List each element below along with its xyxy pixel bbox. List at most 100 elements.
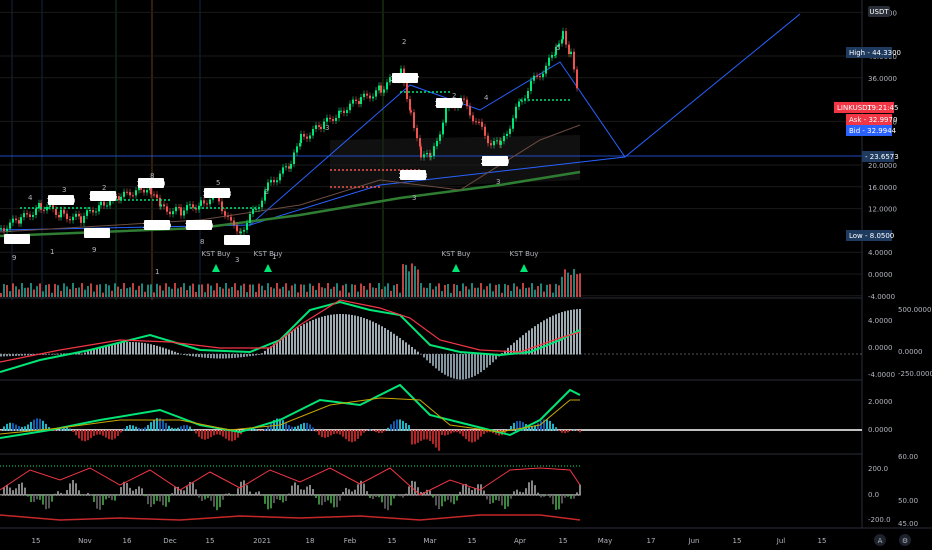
price-label: 20.8088 bbox=[399, 170, 428, 180]
wave-count: 8 bbox=[150, 172, 154, 180]
kst-buy-signal: KST Buy bbox=[254, 250, 283, 272]
svg-text:⚙: ⚙ bbox=[902, 537, 908, 545]
price-label: 11.2839 bbox=[143, 220, 171, 230]
time-tick: 16 bbox=[123, 537, 132, 545]
time-tick: 15 bbox=[818, 537, 827, 545]
price-tick: 36.0000 bbox=[868, 75, 897, 83]
ask-text: Ask - 32.9970 bbox=[849, 116, 897, 124]
time-tick: Dec bbox=[163, 537, 177, 545]
price-tick: 4.0000 bbox=[868, 249, 893, 257]
time-tick: Nov bbox=[78, 537, 92, 545]
price-label-text: 36.9307 bbox=[391, 75, 420, 83]
macd-tick: 4.0000 bbox=[868, 317, 893, 325]
kst-buy-label: KST Buy bbox=[442, 250, 471, 258]
ticker-time-text: 19:21:45 bbox=[867, 104, 898, 112]
kst-buy-label: KST Buy bbox=[510, 250, 539, 258]
price-label-text: 12.9500 bbox=[47, 197, 76, 205]
wave-count: 3 bbox=[412, 194, 416, 202]
time-tick: Jun bbox=[688, 537, 700, 545]
price-label-text: 32.0000 bbox=[435, 100, 464, 108]
wave-count: 9 bbox=[92, 246, 96, 254]
time-tick: 17 bbox=[647, 537, 656, 545]
price-label: 32.0000 bbox=[435, 98, 464, 108]
macd-tick: 0.0000 bbox=[898, 348, 923, 356]
osc-tick: 0.0000 bbox=[868, 426, 893, 434]
price-label-text: 14.5038 bbox=[203, 190, 232, 198]
rsi-tick: 50.00 bbox=[898, 497, 918, 505]
time-tick: 15 bbox=[388, 537, 397, 545]
price-label-text: 23.6100 bbox=[481, 158, 510, 166]
lower-trend-line bbox=[0, 156, 626, 231]
time-tick: 15 bbox=[468, 537, 477, 545]
wave-count: 3 bbox=[62, 186, 66, 194]
wave-count: 4 bbox=[28, 194, 33, 202]
macd-tick: 0.0000 bbox=[868, 344, 893, 352]
time-tick: May bbox=[598, 537, 612, 545]
wave-count: 1 bbox=[155, 268, 159, 276]
wave-count: 3 bbox=[325, 124, 329, 132]
time-tick: 18 bbox=[306, 537, 315, 545]
price-label: 13.5956 bbox=[89, 191, 118, 201]
price-label: 8.0500 bbox=[224, 235, 250, 245]
wave-count: 1 bbox=[50, 248, 54, 256]
high-tag: High - 44.3300 bbox=[846, 47, 901, 58]
rsi-tick: 45.00 bbox=[898, 520, 918, 528]
settings-icon[interactable]: ⚙ bbox=[899, 534, 911, 546]
macd-tick: -250.0000 bbox=[898, 370, 932, 378]
time-tick: 15 bbox=[32, 537, 41, 545]
bid-tag: Bid - 32.9944 bbox=[846, 125, 897, 136]
price-label: 14.5038 bbox=[203, 188, 232, 198]
rsi-pane[interactable] bbox=[0, 465, 581, 521]
shaded-zone bbox=[330, 135, 580, 190]
price-label: 11.4300 bbox=[185, 220, 213, 230]
price-label-text: 8.0500 bbox=[225, 237, 250, 245]
osc-tick: 2.0000 bbox=[868, 398, 893, 406]
log-scale-icon[interactable]: A bbox=[874, 534, 886, 546]
low-tag-text: Low - 8.0500 bbox=[849, 232, 894, 240]
symbol-badge-text: USDT bbox=[869, 8, 889, 16]
rsi-tick: 0.0 bbox=[868, 491, 879, 499]
price-label: 36.9307 bbox=[391, 73, 420, 83]
wave-count: 3 bbox=[235, 256, 239, 264]
wave-count: 2 bbox=[102, 184, 106, 192]
time-tick: Jul bbox=[776, 537, 786, 545]
wave-count: 5 bbox=[556, 44, 560, 52]
price-tick: -4.0000 bbox=[868, 293, 895, 301]
wave-count: 1 bbox=[272, 253, 276, 261]
price-label: 16.3800 bbox=[137, 178, 165, 188]
time-tick: Feb bbox=[344, 537, 357, 545]
time-tick: Apr bbox=[514, 537, 526, 545]
volume-bars bbox=[0, 263, 581, 297]
rsi-lower-line bbox=[0, 514, 581, 521]
price-label-text: 20.8088 bbox=[399, 172, 428, 180]
kst-buy-signal: KST Buy bbox=[202, 250, 231, 272]
oscillator-pane[interactable] bbox=[0, 383, 862, 451]
wave-count: 9 bbox=[12, 254, 16, 262]
wave-count: 2 bbox=[402, 38, 406, 46]
time-tick: Mar bbox=[423, 537, 436, 545]
main-price-pane[interactable] bbox=[0, 13, 862, 297]
kst-buy-label: KST Buy bbox=[202, 250, 231, 258]
macd-pane[interactable] bbox=[0, 299, 862, 380]
price-labels: 8.3817 12.9500 9.7600 13.5956 16.3800 11.2839… bbox=[4, 73, 509, 245]
time-axis[interactable]: 15 Nov 16 Dec 15 2021 18 Feb 15 Mar 15 Apr 15 May 17 Ju… bbox=[32, 537, 827, 545]
macd-tick: 500.0000 bbox=[898, 306, 931, 314]
rsi-tick: 60.00 bbox=[898, 453, 918, 461]
forecast-line bbox=[249, 13, 801, 226]
rsi-tick: 200.0 bbox=[868, 465, 888, 473]
rsi-histogram bbox=[0, 480, 581, 511]
kst-buy-label: KST Buy bbox=[254, 250, 283, 258]
wave-count: 2 bbox=[264, 188, 268, 196]
low-tag: Low - 8.0500 bbox=[846, 230, 894, 241]
price-label-text: 13.5956 bbox=[89, 193, 118, 201]
kst-buy-signal: KST Buy bbox=[510, 250, 539, 272]
ma-fast bbox=[0, 124, 581, 233]
ask-tag: Ask - 32.9970 bbox=[846, 114, 897, 125]
rsi-tick: -200.0 bbox=[868, 516, 891, 524]
high-tag-text: High - 44.3300 bbox=[849, 49, 901, 57]
ticker-tag: LINKUSDT 19:21:45 bbox=[834, 102, 898, 113]
macd-tick: -4.0000 bbox=[868, 371, 895, 379]
symbol-badge[interactable]: USDT bbox=[868, 6, 890, 17]
price-label: 12.9500 bbox=[47, 195, 76, 205]
